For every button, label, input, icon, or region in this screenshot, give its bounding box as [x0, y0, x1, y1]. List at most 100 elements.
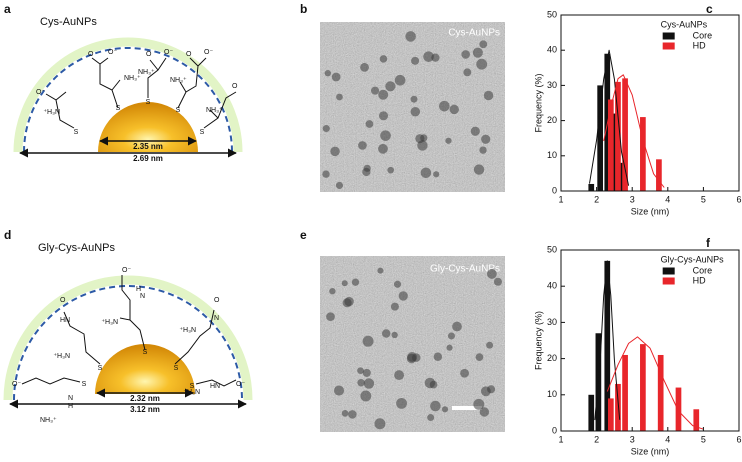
nanoparticle	[446, 344, 453, 351]
atom: S	[176, 107, 181, 114]
y-tick-label: 20	[547, 353, 557, 363]
x-tick-label: 2	[594, 194, 599, 204]
ligand-bonds	[45, 57, 237, 129]
atom: O⁻	[36, 89, 45, 96]
hd-boundary	[23, 47, 233, 153]
nanoparticle	[378, 89, 389, 100]
nanoparticle	[493, 277, 502, 286]
nanoparticle	[424, 377, 436, 389]
nanoparticle	[452, 321, 462, 332]
atom: ⁺H₃N	[101, 319, 118, 326]
x-tick-label: 1	[558, 434, 563, 444]
y-tick-label: 0	[552, 425, 557, 435]
atom: S	[146, 99, 151, 106]
panel-title: Gly-Cys-AuNPs	[38, 242, 116, 254]
atom: NH₃⁺	[124, 75, 141, 82]
nanoparticle	[439, 100, 450, 112]
nanoparticle	[461, 50, 470, 59]
nanoparticle	[486, 269, 497, 279]
nanoparticle	[433, 352, 443, 361]
fit-curve	[594, 260, 621, 421]
ligand-bonds	[21, 275, 237, 387]
bar	[607, 99, 614, 191]
x-axis-label: Size (nm)	[631, 206, 670, 216]
atom: S	[98, 365, 103, 372]
bar	[640, 117, 646, 191]
atom: O	[60, 297, 66, 304]
nanoparticle	[390, 302, 399, 311]
hydration-shell	[3, 275, 253, 401]
core-size: 2.35 nm	[133, 142, 163, 151]
panel-label: a	[4, 2, 11, 16]
atom: NH₃⁺	[138, 69, 155, 76]
hydration-shell	[13, 37, 243, 153]
nanoparticle	[362, 368, 371, 377]
nanoparticle	[324, 70, 332, 77]
nanoparticle	[473, 398, 485, 410]
x-tick-label: 4	[665, 194, 670, 204]
atom: N	[214, 315, 219, 322]
nanoparticle	[480, 386, 491, 397]
x-axis-label: Size (nm)	[631, 446, 670, 456]
hd-size: 2.69 nm	[133, 154, 163, 163]
atom: HN	[60, 317, 70, 324]
panel-label: c	[706, 2, 713, 16]
nanoparticle	[363, 164, 371, 172]
atom: S	[82, 381, 87, 388]
atom: O⁻	[164, 49, 173, 56]
x-tick-label: 5	[701, 194, 706, 204]
legend-label: HD	[693, 40, 706, 50]
atom: N	[68, 395, 73, 402]
atom: S	[190, 383, 195, 390]
atom: S	[74, 129, 79, 136]
nanoparticle	[381, 329, 391, 338]
panel-label: b	[300, 2, 307, 16]
x-tick-label: 3	[630, 194, 635, 204]
y-tick-label: 50	[547, 244, 557, 254]
atom: O	[88, 51, 94, 58]
nanoparticle	[406, 353, 417, 364]
nanoparticle	[330, 146, 340, 157]
nanoparticle	[336, 93, 343, 101]
legend-swatch	[662, 32, 675, 40]
scale-bar	[452, 406, 482, 410]
atom: N	[140, 293, 145, 300]
nanoparticle	[479, 146, 487, 154]
atom: ⁺H₃N	[179, 327, 196, 334]
nanoparticle	[322, 170, 330, 178]
nanoparticle	[333, 385, 345, 396]
nanoparticle	[365, 120, 374, 128]
nanoparticle	[385, 81, 396, 92]
bar	[618, 162, 625, 191]
nanoparticle	[360, 62, 369, 72]
x-tick-label: 4	[665, 434, 670, 444]
nanoparticle	[335, 181, 344, 189]
nanoparticle	[410, 107, 421, 117]
nanoparticle	[470, 126, 480, 136]
image-caption: Cys-AuNPs	[448, 28, 500, 39]
panel-d: d Gly-Cys-AuNPs S S S S S ⁺H₃N ⁺H₃N ⁺H₃N…	[3, 228, 253, 424]
nanoparticle	[374, 418, 386, 430]
atom: O⁻	[108, 49, 117, 56]
atom: S	[116, 105, 121, 112]
y-tick-label: 40	[547, 281, 557, 291]
atom: NH₃⁺	[40, 417, 57, 424]
x-tick-label: 6	[736, 194, 741, 204]
fit-curve	[606, 336, 704, 430]
legend-title: Cys-AuNPs	[661, 19, 708, 29]
fit-curve	[589, 49, 630, 186]
bar	[588, 183, 595, 191]
plot-frame	[560, 249, 740, 432]
nanoparticle	[433, 171, 440, 178]
atom: O	[146, 51, 152, 58]
nanoparticle	[463, 68, 472, 77]
nanoparticle	[391, 331, 398, 339]
atom: S	[200, 129, 205, 136]
nanoparticle	[441, 406, 449, 413]
plot-frame	[560, 14, 740, 192]
bar	[607, 398, 614, 431]
x-tick-label: 3	[630, 434, 635, 444]
nanoparticle	[411, 56, 420, 65]
atom: O	[186, 51, 192, 58]
bar	[675, 387, 682, 431]
